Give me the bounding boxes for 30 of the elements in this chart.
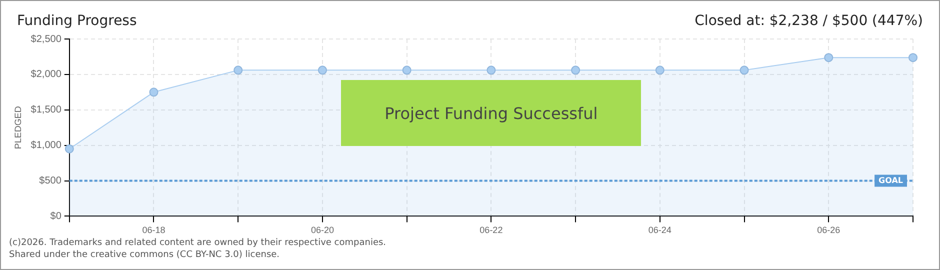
point <box>402 66 412 75</box>
point <box>234 66 243 75</box>
y-tick-label: $1,500 <box>30 104 62 116</box>
point <box>824 53 834 62</box>
text: (c)2026. Trademarks and related content are owned by their respective companies. <box>9 237 386 249</box>
x-tick-label: 06-18 <box>142 225 166 236</box>
x-tick-label: 06-26 <box>817 225 840 236</box>
banner: Project Funding Successful <box>341 80 642 146</box>
point <box>149 88 158 97</box>
chart-title: Funding Progress <box>17 13 137 29</box>
y-axis-title: PLEDGED <box>12 106 23 150</box>
y-tick-label: $0 <box>50 210 62 222</box>
y-tick-label: $500 <box>39 176 62 187</box>
ref-line-label: GOAL <box>878 176 904 185</box>
point <box>740 66 749 75</box>
point <box>655 66 664 75</box>
point <box>486 66 496 75</box>
chart-subtitle: Closed at: $2,238 / $500 (447%) <box>694 13 923 29</box>
x-tick-label: 06-24 <box>648 225 672 236</box>
point <box>318 66 327 75</box>
point <box>571 66 580 75</box>
point <box>908 53 918 62</box>
annotation: Project Funding Successful <box>384 104 598 123</box>
point <box>64 144 74 154</box>
y-tick-label: $2,000 <box>30 69 62 80</box>
text: Shared under the creative commons (CC BY-NC 3.0) license. <box>9 249 281 261</box>
y-tick-label: $2,500 <box>30 34 62 45</box>
x-tick-label: 06-22 <box>480 225 503 236</box>
y-tick-label: $1,000 <box>30 140 62 152</box>
x-tick-label: 06-20 <box>310 225 334 236</box>
